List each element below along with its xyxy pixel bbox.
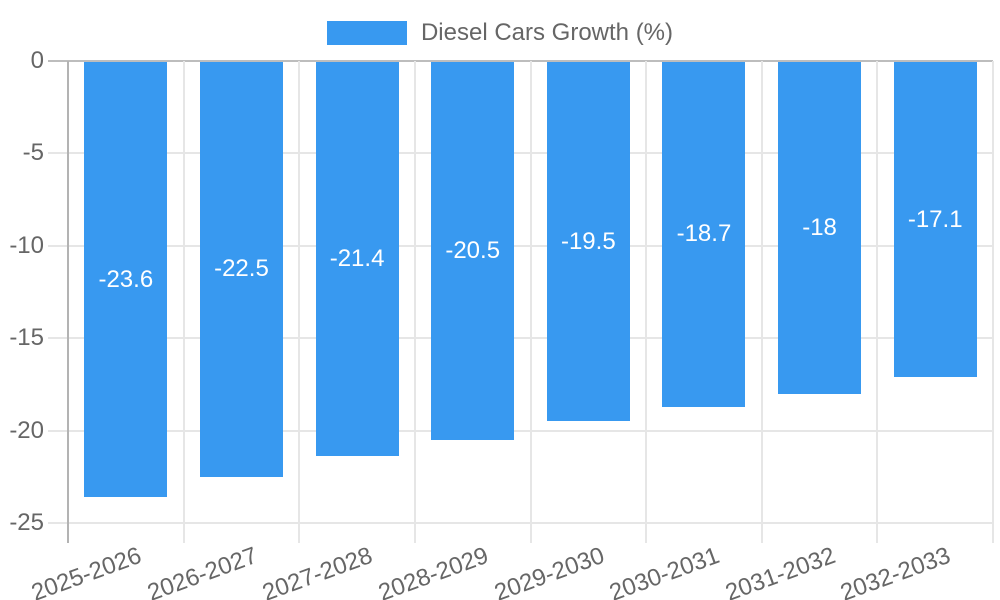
- bar[interactable]: [199, 62, 283, 477]
- x-gridline: [645, 61, 648, 523]
- x-axis-tick: [645, 523, 648, 543]
- x-axis-tick: [413, 523, 416, 543]
- x-gridline: [529, 61, 532, 523]
- x-gridline: [876, 61, 879, 523]
- x-axis-tick: [992, 523, 994, 543]
- bar[interactable]: [431, 62, 515, 440]
- y-axis-label: -15: [9, 324, 44, 352]
- bar[interactable]: [662, 62, 746, 407]
- y-axis-tick: [48, 337, 68, 340]
- y-axis-label: -10: [9, 231, 44, 259]
- x-axis-label: 2026-2027: [143, 542, 261, 600]
- y-axis-label: -20: [9, 416, 44, 444]
- y-axis-tick: [48, 522, 68, 524]
- bar[interactable]: [315, 62, 399, 457]
- bar-value-label: -19.5: [560, 227, 616, 255]
- x-axis-tick: [182, 523, 185, 543]
- y-axis-tick: [48, 244, 68, 247]
- x-axis-tick: [67, 523, 69, 543]
- x-axis-tick: [298, 523, 301, 543]
- y-axis-tick: [48, 60, 68, 62]
- legend-label: Diesel Cars Growth (%): [420, 19, 674, 46]
- x-gridline: [413, 61, 416, 523]
- bar[interactable]: [546, 62, 630, 422]
- bar[interactable]: [893, 62, 977, 377]
- y-axis-line: [67, 61, 69, 523]
- y-axis-label: 0: [30, 47, 44, 74]
- x-gridline: [992, 61, 994, 523]
- x-axis-label: 2028-2029: [374, 542, 492, 600]
- x-axis-label: 2025-2026: [27, 542, 146, 600]
- legend-swatch-icon: [326, 21, 407, 45]
- x-gridline: [298, 61, 301, 523]
- bar-value-label: -20.5: [445, 236, 501, 264]
- x-axis-label: 2031-2032: [721, 542, 839, 600]
- bar[interactable]: [84, 62, 168, 498]
- x-axis-label: 2029-2030: [490, 542, 608, 600]
- x-gridline: [760, 61, 763, 523]
- bar-value-label: -18: [802, 213, 837, 241]
- x-axis-label: 2027-2028: [259, 542, 377, 600]
- bar-value-label: -17.1: [907, 205, 963, 233]
- y-axis-tick: [48, 152, 68, 155]
- x-axis-label: 2032-2033: [837, 542, 955, 600]
- y-axis-label: -25: [9, 509, 44, 536]
- y-axis-label: -5: [22, 139, 44, 167]
- bar[interactable]: [778, 62, 862, 394]
- bar-value-label: -18.7: [676, 220, 732, 248]
- bar-value-label: -21.4: [329, 245, 385, 273]
- x-gridline: [182, 61, 185, 523]
- x-axis-tick: [876, 523, 879, 543]
- x-axis-tick: [760, 523, 763, 543]
- bar-value-label: -22.5: [214, 255, 269, 283]
- bar-value-label: -23.6: [98, 265, 154, 293]
- x-axis-tick: [529, 523, 532, 543]
- y-axis-tick: [48, 429, 68, 432]
- legend[interactable]: Diesel Cars Growth (%): [0, 19, 1000, 47]
- x-axis-label: 2030-2031: [606, 542, 724, 600]
